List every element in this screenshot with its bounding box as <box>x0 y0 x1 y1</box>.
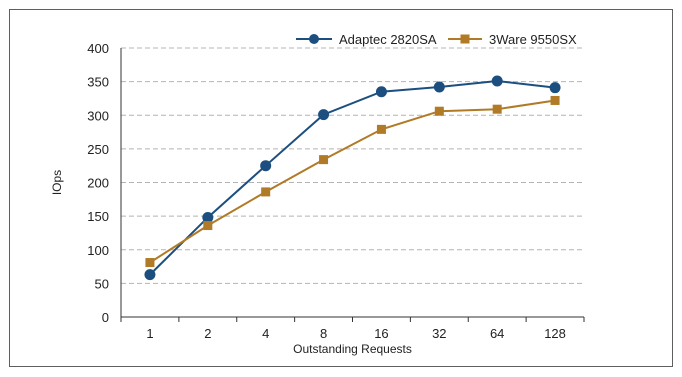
legend-marker-adaptec <box>309 34 319 44</box>
y-tick-label: 350 <box>87 75 109 90</box>
data-point-3ware <box>145 258 155 268</box>
x-tick-label: 1 <box>146 326 153 341</box>
legend-label-3ware: 3Ware 9550SX <box>489 32 577 47</box>
line-chart: 0 50 100 150 200 250 300 350 400 1 2 4 8 16 32 64 128 O… <box>50 32 585 356</box>
data-point-3ware <box>492 104 502 114</box>
y-tick-label: 100 <box>87 243 109 258</box>
y-tick-label: 250 <box>87 142 109 157</box>
legend: Adaptec 2820SA 3Ware 9550SX <box>296 32 577 47</box>
x-tick-label: 2 <box>204 326 211 341</box>
data-point-adaptec <box>260 160 272 172</box>
data-point-3ware <box>203 221 213 231</box>
data-point-3ware <box>261 187 271 197</box>
x-tick-label: 4 <box>262 326 269 341</box>
y-tick-label: 400 <box>87 41 109 56</box>
data-point-3ware <box>550 95 560 105</box>
data-point-3ware <box>376 124 386 134</box>
y-tick-label: 0 <box>102 310 109 325</box>
y-tick-label: 50 <box>95 276 109 291</box>
x-tick-label: 16 <box>374 326 388 341</box>
chart-frame: 0 50 100 150 200 250 300 350 400 1 2 4 8 16 32 64 128 O… <box>9 9 673 367</box>
data-point-adaptec <box>549 82 561 94</box>
data-point-adaptec <box>144 269 156 281</box>
legend-label-adaptec: Adaptec 2820SA <box>339 32 437 47</box>
y-tick-labels: 0 50 100 150 200 250 300 350 400 <box>87 41 109 325</box>
series-markers <box>144 75 561 281</box>
x-tick-label: 8 <box>320 326 327 341</box>
data-point-adaptec <box>318 109 330 121</box>
series-line-adaptec <box>149 79 556 276</box>
data-point-3ware <box>319 155 329 165</box>
data-point-adaptec <box>375 86 387 98</box>
data-point-3ware <box>434 106 444 116</box>
data-point-adaptec <box>202 211 214 223</box>
data-point-adaptec <box>491 75 503 87</box>
y-tick-label: 300 <box>87 108 109 123</box>
y-axis-title: IOps <box>50 170 64 195</box>
x-tick-labels: 1 2 4 8 16 32 64 128 <box>120 317 585 341</box>
data-point-adaptec <box>433 81 445 93</box>
x-tick-label: 64 <box>490 326 504 341</box>
x-axis-title: Outstanding Requests <box>293 342 412 356</box>
y-tick-label: 150 <box>87 209 109 224</box>
legend-marker-3ware <box>460 34 470 44</box>
y-tick-label: 200 <box>87 176 109 191</box>
series-line-3ware <box>149 99 556 264</box>
x-tick-label: 128 <box>544 326 566 341</box>
series-lines <box>149 79 556 276</box>
x-tick-label: 32 <box>432 326 446 341</box>
